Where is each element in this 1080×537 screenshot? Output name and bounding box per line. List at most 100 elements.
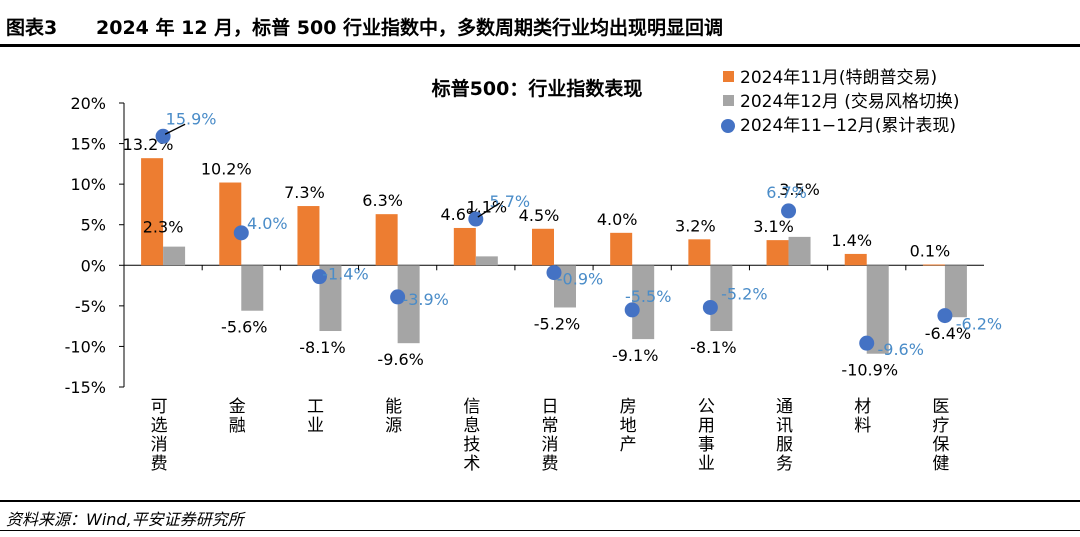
- source-note: 资料来源：Wind,平安证券研究所: [6, 510, 244, 529]
- bar-dec: [241, 265, 264, 311]
- category-label-char: 源: [385, 416, 402, 436]
- bar-dec-label: -10.9%: [841, 361, 898, 380]
- cumulative-label: 5.7%: [489, 192, 530, 211]
- bar-nov-label: 4.0%: [597, 210, 638, 229]
- figure-number: 图表3: [6, 17, 58, 39]
- category-label-char: 疗: [932, 416, 949, 436]
- cumulative-dot: [390, 289, 406, 305]
- bar-dec-label: 3.5%: [779, 180, 820, 199]
- category-label-char: 选: [151, 416, 168, 436]
- cumulative-dot: [233, 225, 249, 241]
- bar-nov-label: 4.5%: [519, 206, 560, 225]
- legend-label: 2024年12月 (交易风格切换): [740, 92, 960, 112]
- category-label-char: 材: [854, 397, 871, 417]
- bar-dec-label: -5.2%: [534, 314, 580, 333]
- bar-nov: [375, 214, 398, 266]
- cumulative-dot: [937, 308, 953, 324]
- bar-dec: [397, 265, 420, 344]
- bar-dec-label: -9.6%: [377, 350, 423, 369]
- cumulative-label: 6.7%: [766, 183, 807, 202]
- cumulative-dot: [859, 335, 875, 351]
- bar-nov: [141, 158, 164, 266]
- bar-dec-label: -5.6%: [221, 318, 267, 337]
- bar-nov: [766, 240, 789, 266]
- cumulative-dot: [155, 128, 171, 144]
- chart-svg: 标普500：行业指数表现20%15%10%5%0%-5%-10%-15%13.2…: [65, 68, 1002, 474]
- y-tick-label: -15%: [65, 378, 106, 397]
- cumulative-label: 15.9%: [166, 109, 217, 128]
- cumulative-dot: [311, 269, 327, 285]
- figure-header: 图表3 2024 年 12 月，标普 500 行业指数中，多数周期类行业均出现明…: [0, 0, 1080, 40]
- category-label-char: 通: [776, 397, 793, 417]
- cumulative-dot: [546, 265, 562, 281]
- bottom-rule: [0, 500, 1080, 502]
- bar-dec-label: -8.1%: [299, 338, 345, 357]
- bar-nov-label: 7.3%: [284, 183, 325, 202]
- y-tick-label: 10%: [70, 175, 106, 194]
- category-label-char: 能: [385, 397, 402, 417]
- category-label-char: 术: [463, 454, 480, 474]
- leader-line: [164, 123, 186, 135]
- category-label-char: 金: [229, 397, 246, 417]
- cumulative-dot: [468, 211, 484, 227]
- y-tick-label: -5%: [75, 297, 106, 316]
- bar-nov: [922, 264, 945, 266]
- category-label-char: 业: [307, 416, 324, 436]
- cumulative-dot: [702, 299, 718, 315]
- cumulative-label: 4.0%: [247, 214, 288, 233]
- y-tick-label: 5%: [81, 216, 106, 235]
- bar-nov-label: 10.2%: [201, 160, 252, 179]
- category-label-char: 费: [151, 454, 168, 474]
- bar-nov: [610, 232, 633, 266]
- bar-nov: [219, 182, 242, 266]
- bar-dec: [163, 246, 186, 266]
- bar-dec-label: -6.4%: [925, 324, 971, 343]
- category-label-char: 费: [542, 454, 559, 474]
- bar-nov-label: 0.1%: [910, 241, 951, 260]
- category-label-char: 地: [620, 416, 637, 436]
- category-label-char: 健: [932, 454, 949, 474]
- category-label-char: 医: [932, 397, 949, 417]
- bar-dec: [788, 236, 811, 266]
- category-label-char: 保: [932, 435, 949, 455]
- bar-nov: [688, 239, 711, 266]
- y-tick-label: 15%: [70, 135, 106, 154]
- bar-dec: [710, 265, 733, 332]
- category-label-char: 技: [463, 435, 480, 455]
- top-rule: [0, 44, 1080, 47]
- category-label-char: 用: [698, 416, 715, 436]
- legend-label: 2024年11月(特朗普交易): [740, 68, 937, 88]
- bar-dec: [632, 265, 655, 340]
- bar-dec: [866, 265, 889, 354]
- legend-swatch: [723, 71, 734, 82]
- category-label-char: 业: [698, 454, 715, 474]
- y-tick-label: 20%: [70, 94, 106, 113]
- bar-nov: [844, 253, 867, 266]
- bar-nov-label: 6.3%: [362, 191, 403, 210]
- category-label-char: 融: [229, 416, 246, 436]
- bar-dec: [944, 265, 967, 318]
- leader-line: [477, 202, 501, 218]
- category-label-char: 产: [620, 435, 637, 455]
- bar-nov: [297, 206, 320, 266]
- category-label-char: 料: [854, 416, 871, 436]
- bar-nov: [453, 227, 476, 266]
- category-label-char: 可: [151, 397, 168, 417]
- cumulative-label: -3.9%: [402, 290, 448, 309]
- category-label-char: 消: [151, 435, 168, 455]
- bar-dec-label: 2.3%: [143, 218, 184, 237]
- bar-nov-label: 3.2%: [675, 216, 716, 235]
- bar-nov-label: 3.1%: [753, 217, 794, 236]
- bar-dec: [475, 256, 498, 266]
- category-label-char: 常: [542, 416, 559, 436]
- category-label-char: 信: [463, 397, 480, 417]
- cumulative-dot: [624, 302, 640, 318]
- cumulative-label: -9.6%: [878, 340, 924, 359]
- category-label-char: 工: [307, 397, 324, 417]
- category-label-char: 服: [776, 435, 793, 455]
- bar-nov: [532, 228, 554, 266]
- category-label-char: 讯: [776, 416, 793, 436]
- figure-title: 2024 年 12 月，标普 500 行业指数中，多数周期类行业均出现明显回调: [96, 17, 724, 39]
- category-label-char: 公: [698, 397, 715, 417]
- legend-dot: [721, 119, 735, 133]
